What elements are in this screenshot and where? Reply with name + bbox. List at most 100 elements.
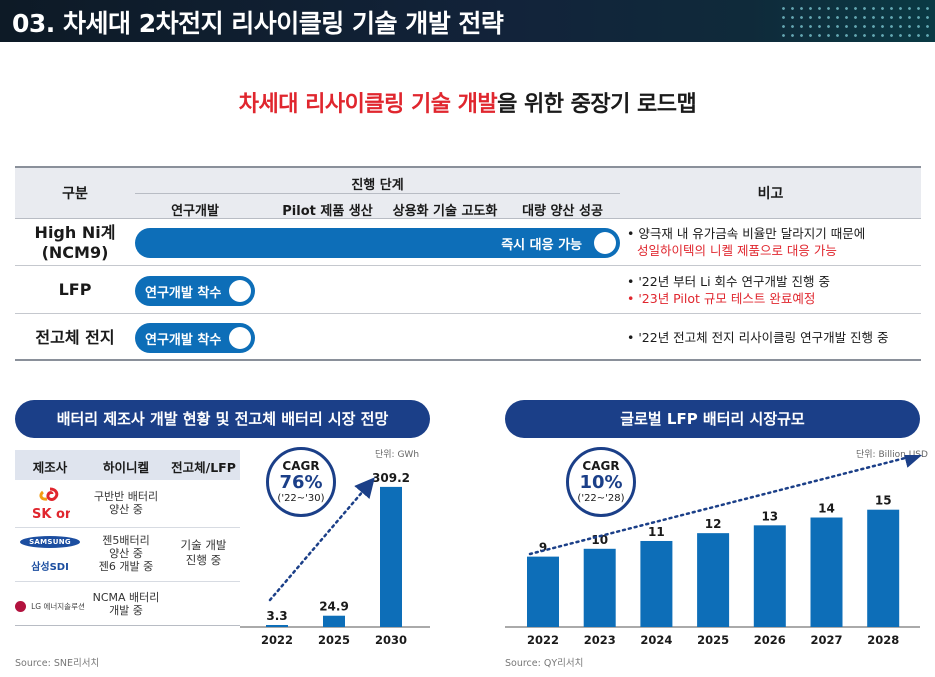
- solid-state-cell: 기술 개발 진행 중: [167, 538, 240, 568]
- row-note: • '22년 전고체 전지 리사이클링 연구개발 진행 중: [627, 329, 889, 346]
- x-tick-2022: 2022: [261, 633, 293, 647]
- row-note-line-1: • 양극재 내 유가금속 비율만 달라지기 때문에: [627, 226, 866, 241]
- samsung-logo-mark: SAMSUNG: [20, 536, 80, 548]
- right-source: Source: QY리서치: [505, 658, 584, 669]
- hinickel-cell-line: 젠5배터리: [102, 534, 150, 547]
- progress-bar-label: 연구개발 착수: [145, 333, 222, 348]
- stage-pilot: Pilot 제품 생산: [282, 204, 373, 219]
- data-label-2030: 309.2: [372, 471, 410, 485]
- solid-state-cell-line: 기술 개발: [180, 538, 227, 552]
- hinickel-cell-line: 양산 중: [109, 547, 143, 560]
- data-label-2025: 12: [705, 517, 722, 531]
- row-label-line-1: High Ni계: [34, 223, 116, 242]
- data-label-2024: 11: [648, 525, 665, 539]
- lg-logo-mark: [15, 601, 26, 612]
- x-tick-2024: 2024: [640, 633, 672, 647]
- col-header-solid-lfp: 전고체/LFP: [171, 460, 236, 475]
- cagr-badge: CAGR 76% ('22~'30): [266, 447, 336, 517]
- solid-state-cell-line: 진행 중: [185, 553, 222, 567]
- data-label-2028: 15: [875, 494, 892, 508]
- lg-logo-text: LG 에너지솔루션: [31, 602, 85, 611]
- roadmap-row-solid-state: 전고체 전지 연구개발 착수 • '22년 전고체 전지 리사이클링 연구개발 …: [15, 314, 921, 361]
- lfp-market-chart: 9202210202311202412202513202614202715202…: [505, 455, 925, 647]
- row-note-line-1: • '22년 전고체 전지 리사이클링 연구개발 진행 중: [627, 330, 889, 345]
- col-header-maker: 제조사: [32, 460, 68, 475]
- cagr-badge: CAGR 10% ('22~'28): [566, 447, 636, 517]
- col-header-hinickel: 하이니켈: [102, 460, 149, 475]
- roadmap-heading-highlight: 차세대 리사이클링 기술 개발: [238, 92, 498, 117]
- bar-2028: [867, 509, 900, 627]
- hinickel-cell-line: NCMA 배터리: [92, 591, 160, 604]
- row-note: • '22년 부터 Li 회수 연구개발 진행 중 • '23년 Pilot 규…: [627, 273, 830, 307]
- bar-2027: [810, 517, 843, 627]
- col-header-remarks: 비고: [757, 186, 784, 202]
- col-header-stage: 진행 단계: [351, 178, 404, 193]
- x-tick-2025: 2025: [697, 633, 729, 647]
- row-note-line-1: • '22년 부터 Li 회수 연구개발 진행 중: [627, 274, 830, 289]
- bar-2022: [527, 556, 559, 627]
- data-label-2026: 13: [761, 509, 778, 523]
- trend-arrow: [528, 455, 925, 556]
- progress-bar-label: 즉시 대응 가능: [501, 238, 582, 253]
- right-chart-unit: 단위: Billion USD: [856, 450, 928, 460]
- x-tick-2030: 2030: [375, 633, 407, 647]
- roadmap-table-header: 구분 진행 단계 연구개발 Pilot 제품 생산 상용화 기술 고도화 대량 …: [15, 166, 921, 219]
- header-dot-pattern: [779, 4, 929, 38]
- hinickel-cell-line: 양산 중: [109, 503, 143, 516]
- sk-on-logo-text: SK on: [32, 507, 70, 522]
- bar-2030: [380, 486, 402, 627]
- bar-2026: [753, 525, 786, 627]
- bar-2023: [583, 548, 616, 627]
- row-label-line-2: (NCM9): [41, 243, 109, 262]
- x-tick-2026: 2026: [754, 633, 786, 647]
- trend-arrow: [268, 477, 375, 602]
- bar-2024: [640, 540, 673, 627]
- hinickel-cell-line: 젠6 개발 중: [98, 560, 154, 573]
- roadmap-table: 구분 진행 단계 연구개발 Pilot 제품 생산 상용화 기술 고도화 대량 …: [15, 166, 921, 361]
- cagr-value: 10%: [579, 472, 623, 493]
- samsung-sdi-logo: SAMSUNG 삼성SDI: [20, 536, 80, 573]
- row-note-line-2: • '23년 Pilot 규모 테스트 완료예정: [627, 291, 816, 306]
- sk-on-logo: SK on: [15, 486, 85, 526]
- row-note-line-2: 성일하이텍의 니켈 제품으로 대응 가능: [637, 243, 837, 258]
- cagr-label: CAGR: [282, 459, 320, 473]
- cagr-period: ('22~'30): [277, 493, 325, 504]
- progress-knob: [594, 232, 616, 254]
- table-row: SAMSUNG 삼성SDI 젠5배터리 양산 중 젠6 개발 중 기술 개발 진…: [15, 528, 240, 582]
- progress-bar-label: 연구개발 착수: [145, 286, 222, 301]
- page-header: 03. 차세대 2차전지 리사이클링 기술 개발 전략: [0, 0, 935, 42]
- bar-2022: [266, 625, 288, 627]
- row-label: LFP: [58, 280, 92, 299]
- right-panel-title: 글로벌 LFP 배터리 시장규모: [505, 400, 920, 438]
- data-label-2022: 9: [539, 541, 547, 555]
- maker-table-header: 제조사 하이니켈 전고체/LFP: [15, 450, 240, 480]
- table-row: SK on 구반반 배터리 양산 중: [15, 480, 240, 528]
- stage-commercial: 상용화 기술 고도화: [392, 204, 498, 219]
- row-label: High Ni계 (NCM9): [15, 223, 135, 263]
- roadmap-heading: 차세대 리사이클링 기술 개발을 위한 중장기 로드맵: [0, 86, 935, 118]
- sk-on-logo-mark: SK on: [32, 487, 74, 522]
- roadmap-row-lfp: LFP 연구개발 착수 • '22년 부터 Li 회수 연구개발 진행 중 • …: [15, 266, 921, 314]
- roadmap-heading-rest: 을 위한 중장기 로드맵: [497, 92, 697, 117]
- progress-bar: 즉시 대응 가능: [135, 228, 620, 258]
- left-chart-unit: 단위: GWh: [375, 450, 420, 460]
- x-tick-2022: 2022: [527, 633, 559, 647]
- stage-rnd: 연구개발: [171, 204, 219, 219]
- bar-2025: [697, 533, 730, 627]
- progress-knob: [229, 327, 251, 349]
- solid-state-market-chart: 3.3 2022 24.9 2025 309.2 2030: [240, 471, 430, 647]
- data-label-2027: 14: [818, 502, 835, 516]
- hinickel-cell: NCMA 배터리 개발 중: [85, 591, 167, 617]
- row-note: • 양극재 내 유가금속 비율만 달라지기 때문에 성일하이텍의 니켈 제품으로…: [627, 225, 865, 259]
- lg-energy-logo: LG 에너지솔루션: [15, 596, 89, 615]
- hinickel-cell-line: 개발 중: [109, 604, 143, 617]
- table-row: LG 에너지솔루션 NCMA 배터리 개발 중: [15, 582, 240, 626]
- data-label-2022: 3.3: [266, 609, 287, 623]
- x-tick-2025: 2025: [318, 633, 350, 647]
- left-source: Source: SNE리서치: [15, 658, 100, 669]
- data-label-2025: 24.9: [319, 600, 349, 614]
- divider: [135, 193, 620, 194]
- hinickel-cell: 구반반 배터리 양산 중: [85, 490, 167, 516]
- page-title: 03. 차세대 2차전지 리사이클링 기술 개발 전략: [12, 9, 504, 38]
- cagr-label: CAGR: [582, 459, 620, 473]
